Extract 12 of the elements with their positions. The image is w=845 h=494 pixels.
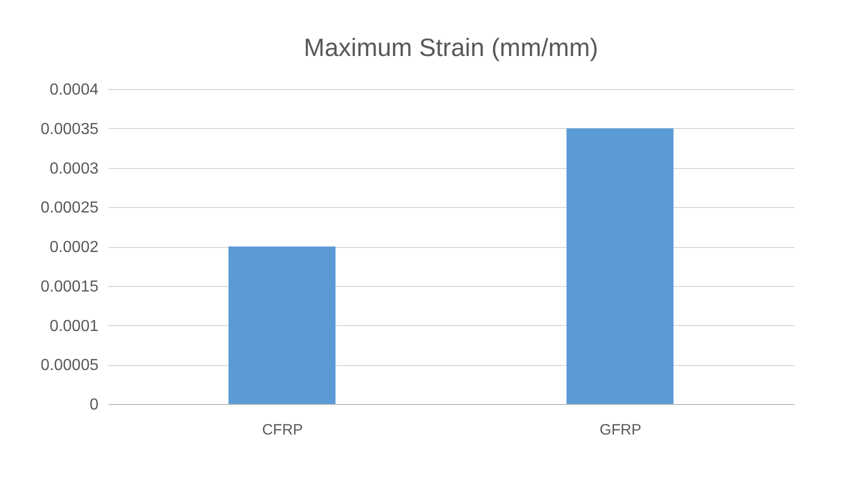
x-tick-label: GFRP — [600, 422, 642, 438]
y-tick-label: 0.0003 — [50, 160, 99, 178]
chart-title: Maximum Strain (mm/mm) — [304, 34, 598, 62]
y-tick-label: 0.0002 — [50, 239, 99, 256]
y-tick-label: 0.0001 — [50, 318, 99, 335]
x-tick-label: CFRP — [262, 422, 303, 438]
y-tick-label: 0.00025 — [40, 200, 99, 217]
y-tick-label: 0.00035 — [40, 120, 99, 138]
y-tick-label: 0.00015 — [40, 278, 99, 296]
y-tick-label: 0.0004 — [50, 82, 99, 98]
y-tick-label: 0 — [90, 396, 99, 414]
y-tick-label: 0.00005 — [40, 357, 99, 374]
